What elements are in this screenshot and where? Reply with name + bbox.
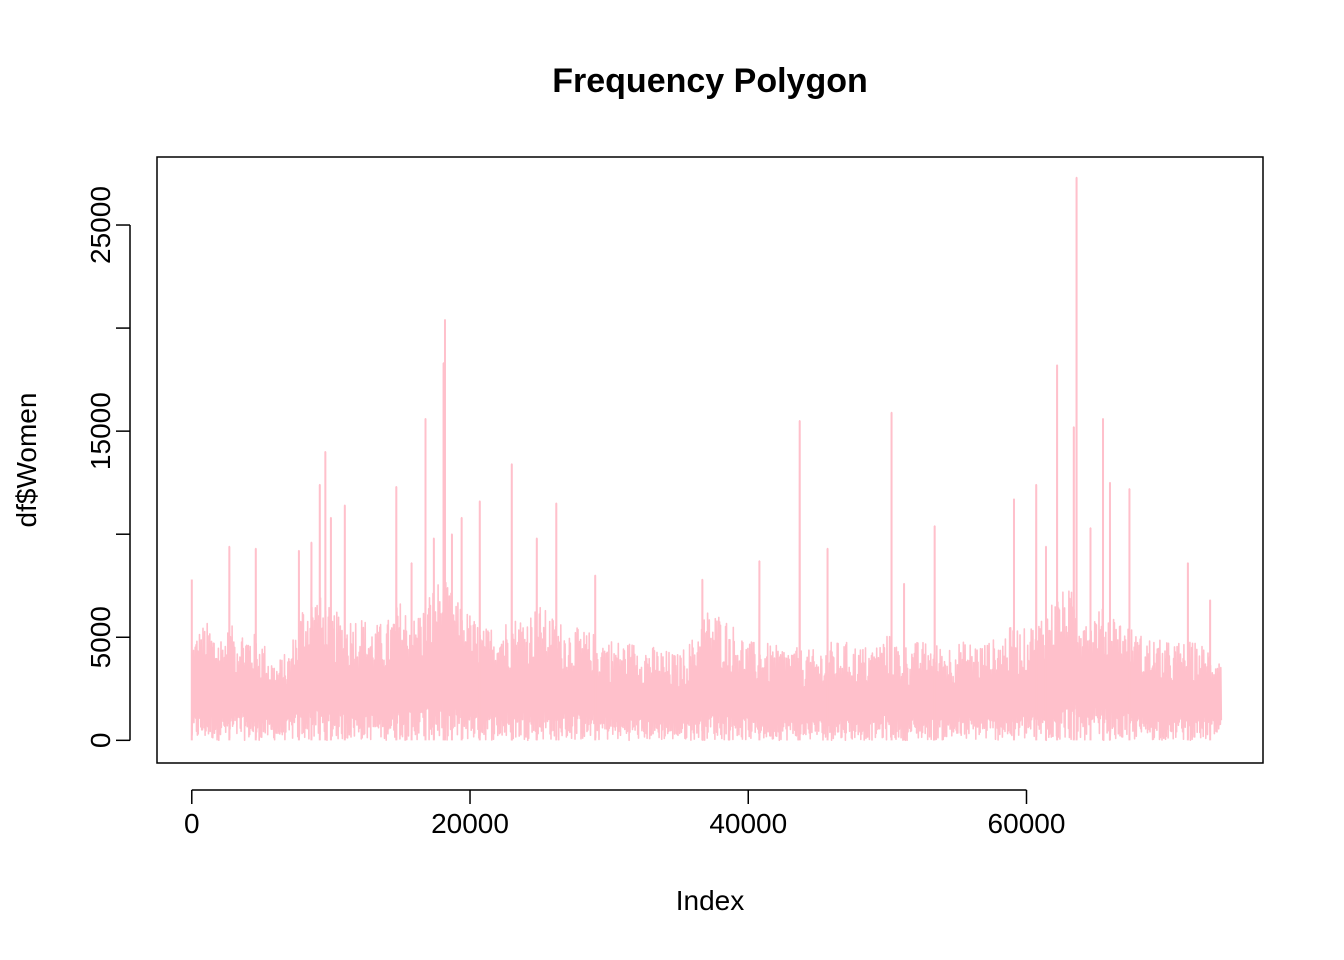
y-axis: 0 5000 15000 25000 [85, 186, 131, 749]
x-tick-label: 40000 [709, 808, 787, 839]
x-axis-label: Index [676, 885, 745, 916]
x-tick-label: 20000 [431, 808, 509, 839]
y-tick-label: 5000 [85, 606, 116, 668]
series-line [191, 176, 1223, 742]
x-tick-label: 0 [184, 808, 200, 839]
y-axis-label: df$Women [11, 393, 42, 528]
chart-title: Frequency Polygon [552, 62, 868, 100]
y-tick-label: 0 [85, 733, 116, 749]
plot-box [156, 156, 1264, 764]
series-layer [190, 176, 1223, 742]
x-axis: 0 20000 40000 60000 [184, 789, 1066, 839]
x-tick-label: 60000 [988, 808, 1066, 839]
y-tick-label: 15000 [85, 392, 116, 470]
y-tick-label: 25000 [85, 186, 116, 264]
